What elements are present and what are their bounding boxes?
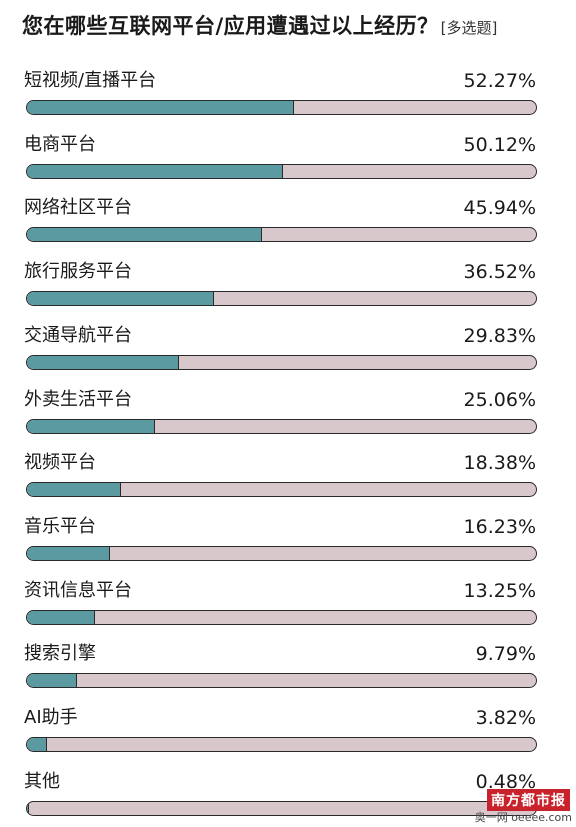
value-label: 16.23%: [463, 515, 536, 538]
bar-track: [26, 482, 537, 498]
chart-title: 您在哪些互联网平台/应用遭遇过以上经历？: [22, 14, 439, 38]
category-label: 旅行服务平台: [24, 261, 132, 283]
bar-track: [26, 354, 537, 370]
category-label: 交通导航平台: [24, 324, 132, 346]
category-label: 外卖生活平台: [24, 388, 132, 410]
value-label: 36.52%: [463, 261, 536, 284]
bar: [27, 546, 110, 560]
value-label: 0.48%: [475, 770, 536, 793]
category-label: 资讯信息平台: [24, 579, 132, 601]
bar-track: [26, 673, 537, 689]
bar: [27, 292, 214, 306]
category-label: 音乐平台: [24, 515, 96, 537]
bar-track: [26, 545, 537, 561]
chart-title-row: 您在哪些互联网平台/应用遭遇过以上经历？ [多选题]: [22, 10, 497, 44]
bar-track: [26, 737, 537, 752]
value-label: 13.25%: [463, 579, 536, 602]
newspaper-logo: 南方都市报 奥一网 oeeee.com: [475, 787, 576, 827]
bar-track: [26, 163, 537, 179]
bar-track: [26, 609, 537, 625]
value-label: 3.82%: [475, 707, 536, 729]
bar: [27, 801, 30, 815]
logo-brand: 南方都市报: [487, 789, 570, 811]
bar: [27, 738, 47, 751]
value-label: 18.38%: [463, 452, 536, 475]
bar-track: [26, 100, 537, 115]
bar: [27, 419, 156, 433]
value-label: 52.27%: [463, 70, 536, 92]
bar: [27, 610, 95, 624]
category-label: 视频平台: [24, 452, 96, 474]
bar: [27, 483, 121, 497]
bar-track: [26, 418, 537, 434]
bar: [27, 101, 295, 114]
category-label: 短视频/直播平台: [24, 70, 157, 91]
category-label: 电商平台: [24, 133, 96, 155]
category-label: AI助手: [24, 707, 78, 728]
bar-track: [26, 227, 537, 243]
category-label: 其他: [24, 770, 60, 792]
category-label: 搜索引擎: [24, 643, 96, 665]
category-label: 网络社区平台: [24, 197, 132, 219]
bar: [27, 674, 78, 688]
value-label: 29.83%: [463, 324, 536, 347]
value-label: 25.06%: [463, 388, 536, 411]
value-label: 45.94%: [463, 197, 536, 220]
logo-site: 奥一网 oeeee.com: [474, 811, 572, 824]
bar: [27, 164, 284, 178]
chart-subtitle: [多选题]: [440, 19, 498, 37]
bar-track: [26, 800, 537, 816]
bar: [27, 228, 262, 242]
value-label: 50.12%: [463, 133, 536, 156]
bar: [27, 355, 180, 369]
bar-track: [26, 291, 537, 307]
value-label: 9.79%: [475, 643, 536, 666]
